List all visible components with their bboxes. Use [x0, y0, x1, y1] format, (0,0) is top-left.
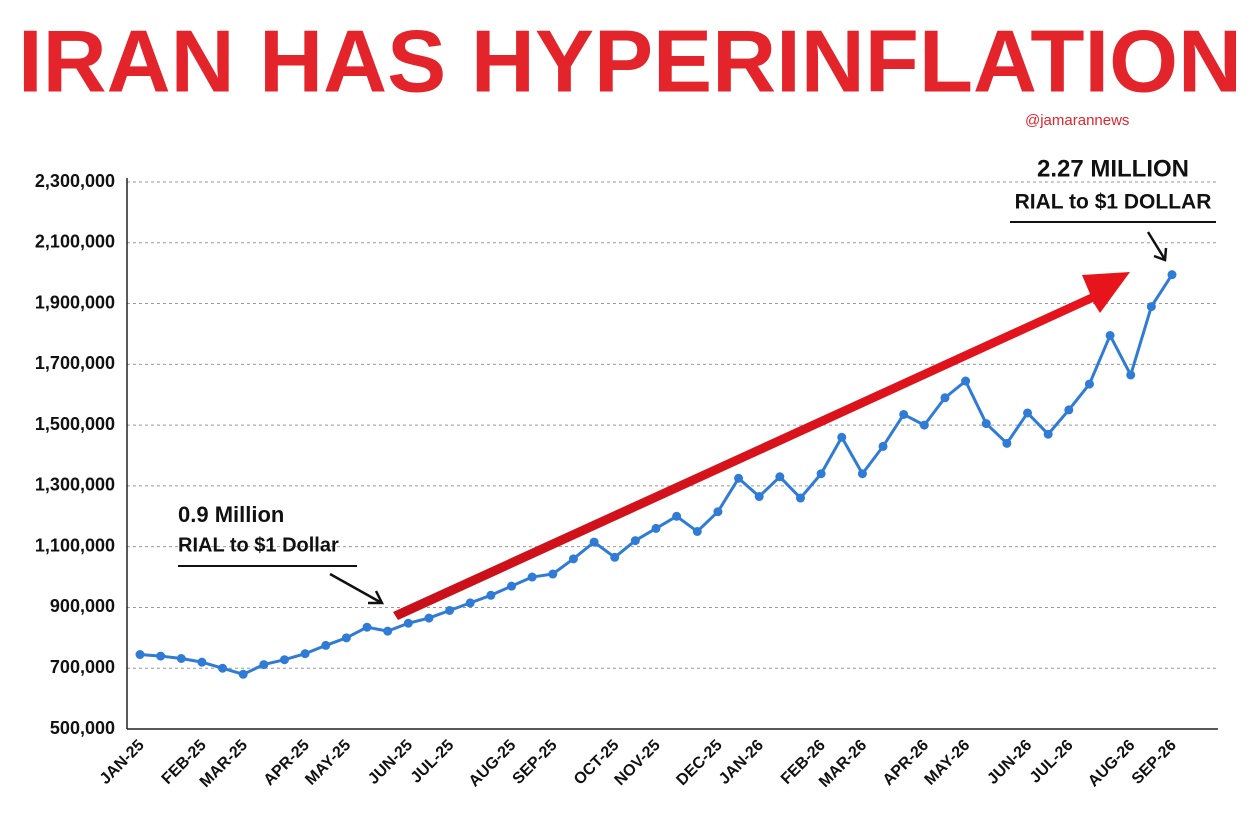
x-tick-label: SEP-25 [510, 737, 561, 788]
annotation: RIAL to $1 Dollar [178, 534, 339, 556]
point [486, 590, 496, 600]
point [548, 569, 558, 579]
point [692, 526, 702, 536]
annotation-arrow [1146, 231, 1168, 262]
point [197, 657, 207, 667]
point [321, 640, 331, 650]
point [754, 492, 764, 502]
annotation-arrow [329, 572, 385, 605]
annotation: RIAL to $1 DOLLAR [1015, 191, 1212, 214]
point [1043, 429, 1053, 439]
point [981, 419, 991, 429]
point [589, 537, 599, 547]
point [424, 613, 434, 623]
point [279, 655, 289, 665]
chart-title: IRAN HAS HYPERINFLATION [18, 11, 1242, 110]
x-tick-label: MAY-25 [302, 737, 354, 789]
point [259, 660, 269, 670]
point [135, 650, 145, 660]
point [362, 622, 372, 632]
y-tick-label: 700,000 [50, 657, 115, 677]
x-tick-label: AUG-25 [466, 737, 520, 791]
y-tick-label: 900,000 [50, 596, 115, 616]
point [630, 536, 640, 546]
point [1105, 330, 1115, 340]
point [1023, 408, 1033, 418]
x-tick-label: JUN-26 [984, 737, 1035, 788]
x-tick-label: MAY-26 [922, 737, 974, 789]
y-tick-label: 1,900,000 [35, 292, 115, 312]
point [341, 633, 351, 643]
point [383, 626, 393, 636]
annotation: 2.27 MILLION [1037, 155, 1189, 182]
point [651, 523, 661, 533]
trend-arrow [393, 272, 1130, 620]
point [156, 651, 166, 661]
y-tick-label: 1,300,000 [35, 475, 115, 495]
point [837, 432, 847, 442]
x-tick-label: JUL-25 [408, 737, 458, 787]
point [1167, 270, 1177, 280]
point [465, 598, 475, 608]
point [507, 581, 517, 591]
x-tick-label: AUG-26 [1085, 737, 1139, 791]
point [878, 441, 888, 451]
point [568, 554, 578, 564]
point [1084, 379, 1094, 389]
y-tick-label: 500,000 [50, 718, 115, 738]
point [1126, 370, 1136, 380]
point [445, 605, 455, 615]
point [795, 493, 805, 503]
y-tick-label: 2,100,000 [35, 232, 115, 252]
point [919, 420, 929, 430]
x-tick-label: JUN-25 [365, 737, 416, 788]
point [610, 552, 620, 562]
y-tick-label: 2,300,000 [35, 171, 115, 191]
annotation: 0.9 Million [178, 502, 284, 527]
x-tick-label: JAN-25 [97, 737, 148, 788]
point [527, 572, 537, 582]
point [1064, 405, 1074, 415]
x-tick-label: APR-25 [261, 737, 313, 789]
point [961, 376, 971, 386]
x-tick-label: JAN-26 [716, 737, 767, 788]
y-tick-label: 1,500,000 [35, 414, 115, 434]
point [713, 507, 723, 517]
point [775, 472, 785, 482]
y-tick-label: 1,700,000 [35, 353, 115, 373]
x-tick-label: DEC-25 [673, 737, 725, 789]
point [672, 511, 682, 521]
point [218, 663, 228, 673]
point [176, 653, 186, 663]
point [403, 618, 413, 628]
x-tick-label: SEP-26 [1129, 737, 1180, 788]
point [899, 409, 909, 419]
point [1002, 438, 1012, 448]
point [300, 649, 310, 659]
point [857, 469, 867, 479]
point [1146, 302, 1156, 312]
x-tick-label: APR-26 [880, 737, 932, 789]
source: @jamarannews [1025, 112, 1129, 129]
point [816, 469, 826, 479]
point [940, 393, 950, 403]
point [238, 669, 248, 679]
x-tick-label: JUL-26 [1027, 737, 1077, 787]
y-tick-label: 1,100,000 [35, 535, 115, 555]
x-tick-label: NOV-25 [612, 737, 664, 789]
point [734, 473, 744, 483]
